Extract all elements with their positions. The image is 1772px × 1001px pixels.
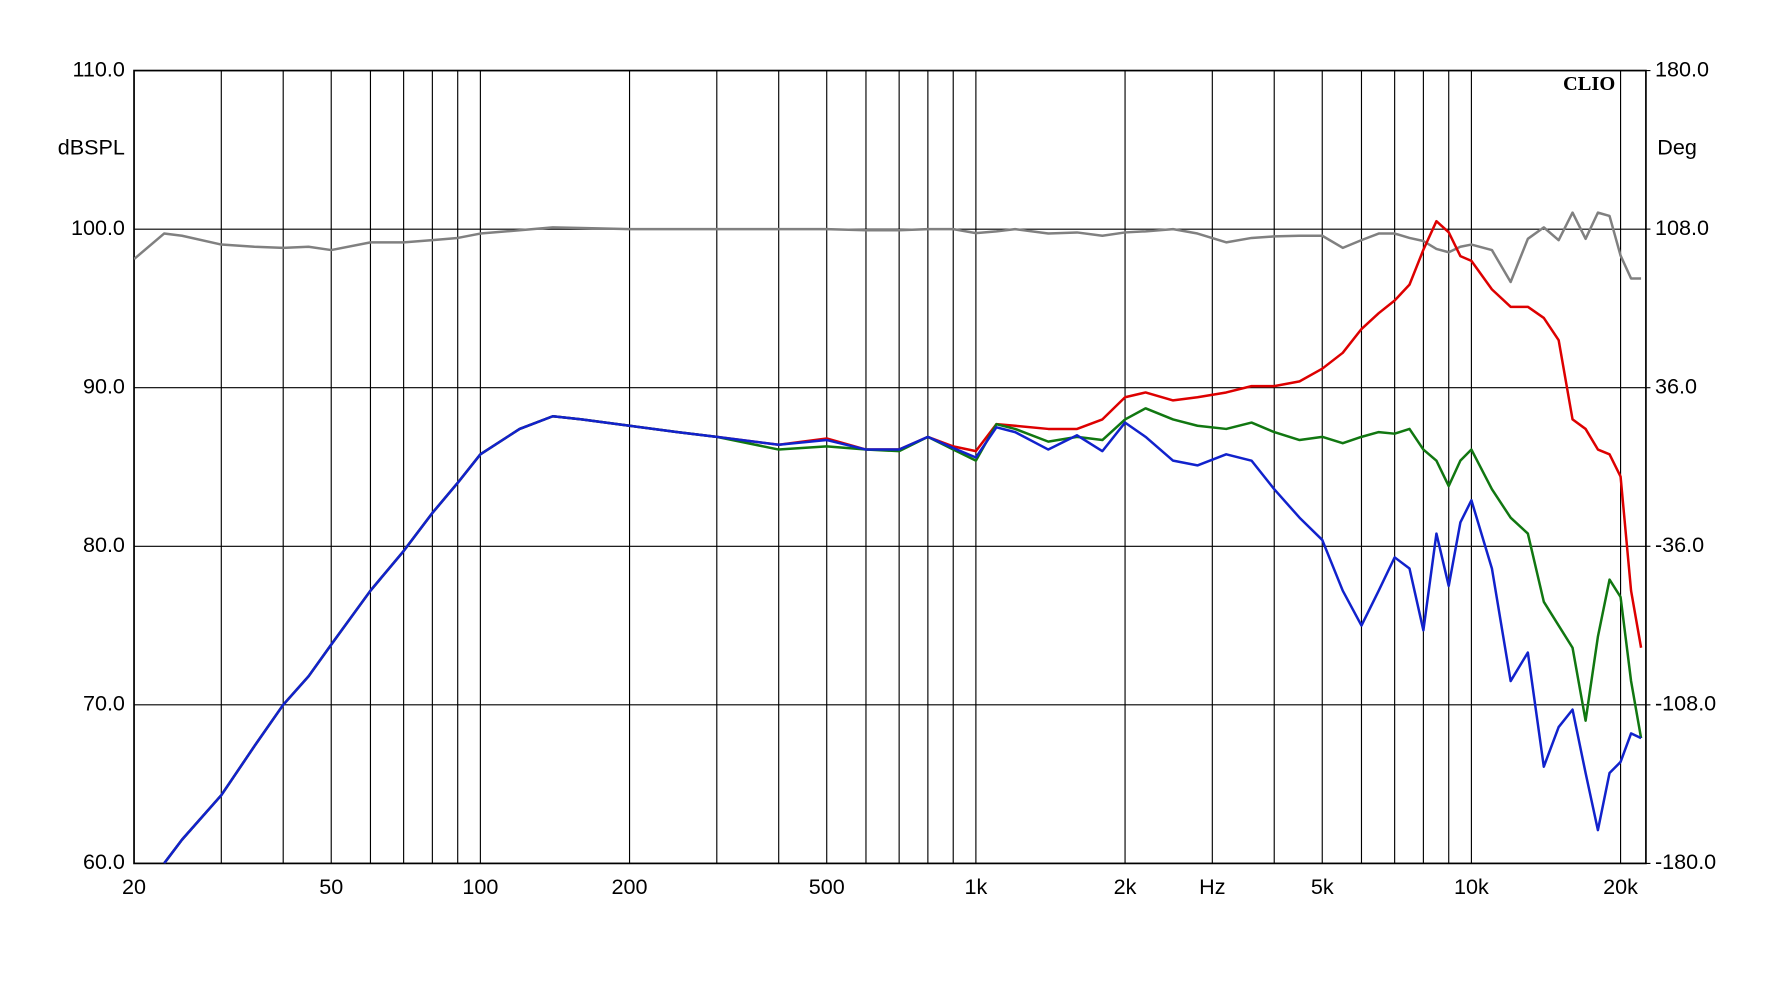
x-tick-label: 100 xyxy=(462,874,498,899)
x-tick-label: 5k xyxy=(1311,874,1334,899)
series-line xyxy=(163,219,1643,864)
x-tick-label: 20k xyxy=(1603,874,1638,899)
series-line xyxy=(163,415,1642,864)
series-line xyxy=(163,407,1643,864)
y2-tick-label: 36.0 xyxy=(1655,373,1697,398)
x-tick-label: 20 xyxy=(122,874,146,899)
y-axis-label: dBSPL xyxy=(58,135,125,160)
x-tick-label: 1k xyxy=(964,874,987,899)
plot-frame xyxy=(133,69,1647,865)
y2-tick-label: 108.0 xyxy=(1655,215,1709,240)
y2-tick-label: -108.0 xyxy=(1655,691,1716,716)
y-tick-label: 70.0 xyxy=(83,691,125,716)
x-tick-label: 2k xyxy=(1114,874,1137,899)
y2-tick-label: -180.0 xyxy=(1655,849,1716,874)
series-line xyxy=(134,211,1642,284)
y-tick-label: 110.0 xyxy=(73,56,125,81)
y2-tick-label: -36.0 xyxy=(1655,532,1704,557)
y2-tick-label: 180.0 xyxy=(1655,56,1709,81)
brand: CLIO xyxy=(1563,73,1615,95)
x-tick-label: 50 xyxy=(319,874,343,899)
x-tick-label: Hz xyxy=(1199,874,1225,899)
x-tick-label: 10k xyxy=(1454,874,1489,899)
y-tick-label: 60.0 xyxy=(83,849,125,874)
x-tick-label: 500 xyxy=(809,874,845,899)
y2-axis-label: Deg xyxy=(1657,135,1697,160)
y-tick-label: 90.0 xyxy=(83,373,125,398)
y-tick-label: 100.0 xyxy=(71,215,125,240)
x-tick-label: 200 xyxy=(612,874,648,899)
y-tick-label: 80.0 xyxy=(83,532,125,557)
